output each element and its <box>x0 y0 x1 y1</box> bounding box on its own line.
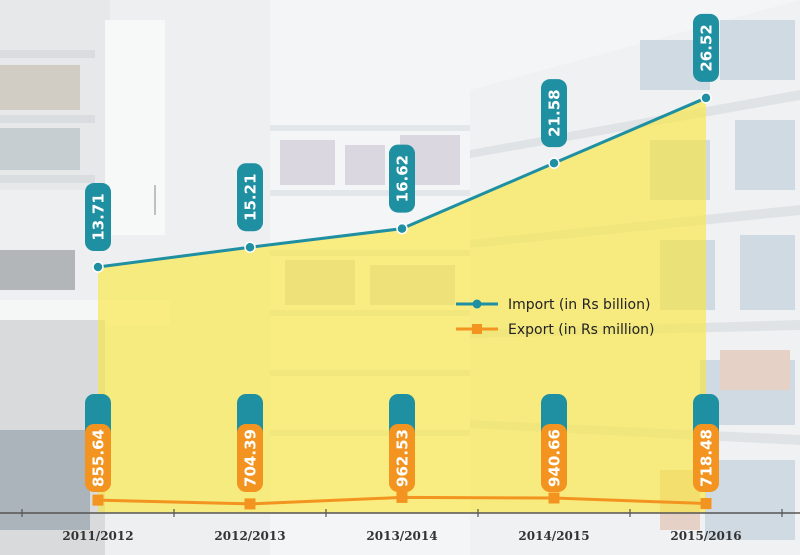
export-data-label-pill <box>541 424 567 492</box>
import-data-label-text: 13.71 <box>90 193 108 240</box>
import-data-label-pill <box>541 79 567 148</box>
x-axis-ticks: 2011/2012 2012/2013 2013/2014 2014/2015 2015… <box>21 509 783 543</box>
import-data-label: 13.71 <box>85 183 111 252</box>
export-data-label-text: 855.64 <box>90 429 108 487</box>
export-data-label: 718.48 <box>693 424 719 492</box>
legend-item-export: Export (in Rs million) <box>456 322 655 338</box>
import-data-label-text: 21.58 <box>546 89 564 136</box>
export-point <box>244 498 256 510</box>
export-point <box>548 492 560 504</box>
x-tick-label: 2015/2016 <box>670 529 741 543</box>
import-data-label: 15.21 <box>237 163 263 232</box>
export-data-label-pill <box>693 424 719 492</box>
export-point <box>92 494 104 506</box>
import-data-label-text: 16.62 <box>394 155 412 202</box>
import-point <box>244 241 256 253</box>
export-data-label: 962.53 <box>389 424 415 492</box>
import-point <box>92 261 104 273</box>
import-data-label-text: 26.52 <box>698 24 716 71</box>
export-point <box>700 498 712 510</box>
legend-item-import: Import (in Rs billion) <box>456 297 650 313</box>
import-data-label-pill <box>693 13 719 82</box>
import-point <box>700 92 712 104</box>
legend: Import (in Rs billion) Export (in Rs mil… <box>456 297 655 338</box>
export-point <box>396 491 408 503</box>
import-data-label-text: 15.21 <box>242 174 260 221</box>
export-data-label-pill <box>237 424 263 492</box>
legend-label-export: Export (in Rs million) <box>508 322 655 338</box>
export-series <box>92 491 712 510</box>
export-data-label: 940.66 <box>541 424 567 492</box>
import-series <box>92 92 712 273</box>
export-data-label-text: 940.66 <box>546 429 564 487</box>
x-tick-label: 2012/2013 <box>214 529 285 543</box>
import-data-label: 16.62 <box>389 144 415 213</box>
x-tick-label: 2013/2014 <box>366 529 437 543</box>
x-tick-label: 2011/2012 <box>62 529 133 543</box>
x-tick-label: 2014/2015 <box>518 529 589 543</box>
import-point <box>548 157 560 169</box>
import-data-label-pill <box>85 183 111 252</box>
import-point <box>396 222 408 235</box>
import-data-label: 21.58 <box>541 79 567 148</box>
legend-label-import: Import (in Rs billion) <box>508 297 650 313</box>
export-data-label-pill <box>85 424 111 492</box>
export-data-label-pill <box>389 424 415 492</box>
data-labels: 13.71 855.64 15.21 704.39 16.62 962.53 21.58 94… <box>85 13 719 492</box>
export-data-label-text: 718.48 <box>698 429 716 487</box>
export-data-label: 704.39 <box>237 424 263 492</box>
export-data-label: 855.64 <box>85 424 111 492</box>
export-data-label-text: 962.53 <box>394 429 412 487</box>
export-data-label-text: 704.39 <box>242 429 260 487</box>
import-data-label-pill <box>237 163 263 232</box>
import-data-label-pill <box>389 144 415 213</box>
import-data-label: 26.52 <box>693 13 719 82</box>
